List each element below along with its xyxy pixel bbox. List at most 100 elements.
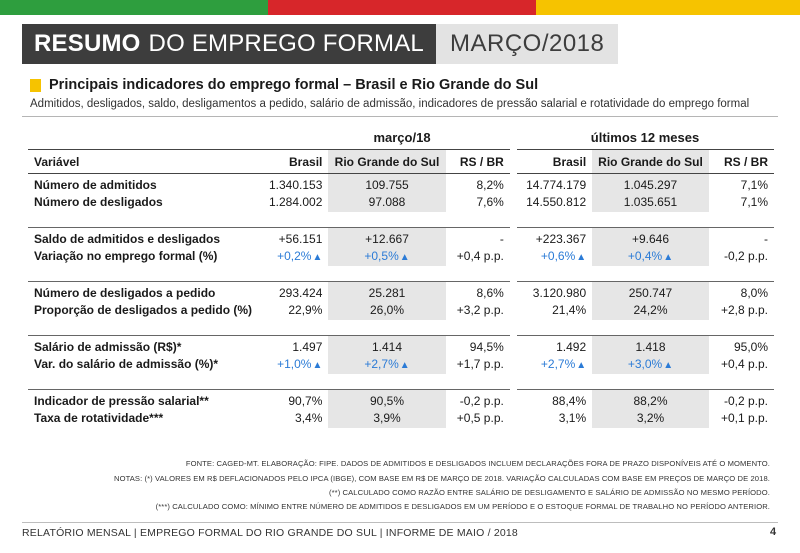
cell-value: +2,7% bbox=[364, 357, 399, 371]
table-row: Número de desligados 1.284.002 97.088 7,6% 1… bbox=[28, 192, 774, 212]
col-header-ratio-12m: RS / BR bbox=[708, 149, 774, 174]
cell-brasil-month: 90,7% bbox=[288, 393, 323, 408]
cell-brasil-12m: 14.774.179 bbox=[526, 177, 587, 192]
cell-ratio-month: 8,6% bbox=[476, 285, 504, 300]
cell-ratio-12m: -0,2 p.p. bbox=[723, 393, 768, 408]
note-values: NOTAS: (*) VALORES EM R$ DEFLACIONADOS P… bbox=[113, 474, 770, 483]
cell-rs-12m: 1.418 bbox=[592, 335, 709, 355]
table-row: Indicador de pressão salarial** 90,7% 90,5… bbox=[28, 389, 774, 409]
cell-brasil-month: 22,9% bbox=[288, 303, 323, 317]
cell-brasil-month: +1,0%▲ bbox=[261, 355, 329, 374]
increase-triangle-icon: ▲ bbox=[663, 252, 674, 263]
report-title-rest: DO EMPREGO FORMAL bbox=[148, 30, 424, 57]
cell-rs-12m: 1.045.297 bbox=[592, 173, 709, 193]
row-label: Proporção de desligados a pedido (%) bbox=[34, 303, 253, 317]
divider bbox=[22, 116, 778, 117]
cell-ratio-12m: - bbox=[764, 231, 768, 246]
cell-value: +0,5% bbox=[364, 249, 399, 263]
cell-ratio-12m: 95,0% bbox=[733, 339, 768, 354]
table-row: Saldo de admitidos e desligados +56.151 +1… bbox=[28, 227, 774, 247]
cell-brasil-12m: 3.120.980 bbox=[532, 285, 587, 300]
cell-ratio-12m: 8,0% bbox=[740, 285, 768, 300]
increase-triangle-icon: ▲ bbox=[312, 252, 323, 263]
row-label: Saldo de admitidos e desligados bbox=[34, 231, 221, 246]
cell-rs-month: 3,9% bbox=[328, 408, 446, 428]
cell-brasil-month: +0,2%▲ bbox=[261, 247, 329, 266]
cell-ratio-12m: +0,1 p.p. bbox=[720, 411, 768, 425]
cell-rs-12m: +3,0%▲ bbox=[592, 354, 709, 374]
increase-triangle-icon: ▲ bbox=[576, 360, 587, 371]
footer-text: RELATÓRIO MENSAL | EMPREGO FORMAL DO RIO… bbox=[22, 527, 518, 539]
cell-ratio-month: 94,5% bbox=[469, 339, 504, 354]
cell-value: +1,0% bbox=[277, 357, 312, 371]
section-title: Principais indicadores do emprego formal… bbox=[30, 77, 538, 93]
cell-ratio-12m: 7,1% bbox=[740, 195, 768, 209]
col-header-brasil-12m: Brasil bbox=[517, 149, 593, 174]
footer-divider bbox=[22, 522, 778, 523]
row-label: Indicador de pressão salarial** bbox=[34, 393, 209, 408]
table-row: Número de desligados a pedido 293.424 25.2… bbox=[28, 281, 774, 301]
section-subtitle: Admitidos, desligados, saldo, desligamen… bbox=[30, 98, 750, 110]
group-separator bbox=[28, 319, 774, 336]
cell-brasil-12m: 88,4% bbox=[552, 393, 587, 408]
cell-rs-month: 109.755 bbox=[328, 173, 446, 193]
cell-rs-12m: 250.747 bbox=[592, 281, 709, 301]
increase-triangle-icon: ▲ bbox=[399, 252, 410, 263]
increase-triangle-icon: ▲ bbox=[576, 252, 587, 263]
row-label: Var. do salário de admissão (%)* bbox=[34, 357, 219, 371]
top-color-stripe bbox=[0, 0, 800, 15]
cell-rs-12m: 1.035.651 bbox=[592, 192, 709, 212]
row-label: Taxa de rotatividade*** bbox=[34, 411, 164, 425]
cell-value: +0,4% bbox=[627, 249, 663, 263]
cell-rs-month: 26,0% bbox=[328, 300, 446, 320]
group-separator bbox=[28, 211, 774, 228]
cell-rs-12m: 88,2% bbox=[592, 389, 709, 409]
cell-ratio-month: -0,2 p.p. bbox=[459, 393, 504, 408]
cell-brasil-month: 3,4% bbox=[295, 411, 323, 425]
cell-rs-month: 97.088 bbox=[328, 192, 446, 212]
table-row: Salário de admissão (R$)* 1.497 1.414 94,5%… bbox=[28, 335, 774, 355]
group-separator bbox=[28, 373, 774, 390]
cell-rs-12m: 3,2% bbox=[592, 408, 709, 428]
table-row: Var. do salário de admissão (%)* +1,0%▲ +2… bbox=[28, 354, 774, 374]
cell-ratio-month: +0,4 p.p. bbox=[456, 249, 504, 263]
cell-ratio-month: +3,2 p.p. bbox=[456, 303, 504, 317]
cell-rs-12m: +0,4%▲ bbox=[592, 246, 709, 266]
cell-brasil-12m: 14.550.812 bbox=[526, 195, 587, 209]
col-header-rs-month: Rio Grande do Sul bbox=[328, 149, 446, 174]
cell-rs-12m: 24,2% bbox=[592, 300, 709, 320]
row-label: Número de admitidos bbox=[34, 177, 157, 192]
indicators-table: Variável Brasil Rio Grande do Sul RS / B… bbox=[28, 149, 774, 428]
cell-brasil-month: 293.424 bbox=[278, 285, 323, 300]
cell-ratio-month: - bbox=[499, 231, 504, 246]
stripe-yellow bbox=[536, 0, 800, 15]
report-title-bold: RESUMO bbox=[34, 30, 141, 57]
note-turnover: (***) CALCULADO COMO: MÍNIMO ENTRE NÚMER… bbox=[155, 502, 770, 511]
cell-brasil-12m: +223.367 bbox=[535, 231, 587, 246]
cell-rs-month: 25.281 bbox=[328, 281, 446, 301]
cell-value: +0,2% bbox=[277, 249, 312, 263]
cell-brasil-12m: +0,6%▲ bbox=[517, 247, 592, 266]
col-header-ratio-month: RS / BR bbox=[445, 149, 510, 174]
cell-brasil-12m: +2,7%▲ bbox=[517, 355, 592, 374]
report-title: RESUMO DO EMPREGO FORMAL bbox=[22, 24, 436, 64]
group-header-month: março/18 bbox=[373, 130, 431, 145]
cell-ratio-month: 8,2% bbox=[476, 177, 504, 192]
section-marker-icon bbox=[30, 78, 41, 92]
cell-rs-month: 1.414 bbox=[328, 335, 446, 355]
cell-ratio-12m: +2,8 p.p. bbox=[720, 303, 768, 317]
report-period: MARÇO/2018 bbox=[435, 24, 619, 64]
group-separator bbox=[28, 265, 774, 282]
cell-value: +0,6% bbox=[540, 249, 576, 263]
col-header-brasil-month: Brasil bbox=[260, 149, 329, 174]
cell-ratio-12m: 7,1% bbox=[740, 177, 768, 192]
row-label: Salário de admissão (R$)* bbox=[34, 339, 182, 354]
report-title-bar: RESUMO DO EMPREGO FORMAL MARÇO/2018 bbox=[22, 24, 619, 64]
table-header-row: Variável Brasil Rio Grande do Sul RS / B… bbox=[28, 149, 774, 174]
page-number: 4 bbox=[770, 526, 777, 538]
col-header-rs-12m: Rio Grande do Sul bbox=[592, 149, 709, 174]
cell-ratio-month: +0,5 p.p. bbox=[456, 411, 504, 425]
table-row: Número de admitidos 1.340.153 109.755 8,2% 1… bbox=[28, 173, 774, 193]
row-label: Número de desligados a pedido bbox=[34, 285, 216, 300]
row-label: Variação no emprego formal (%) bbox=[34, 249, 218, 263]
